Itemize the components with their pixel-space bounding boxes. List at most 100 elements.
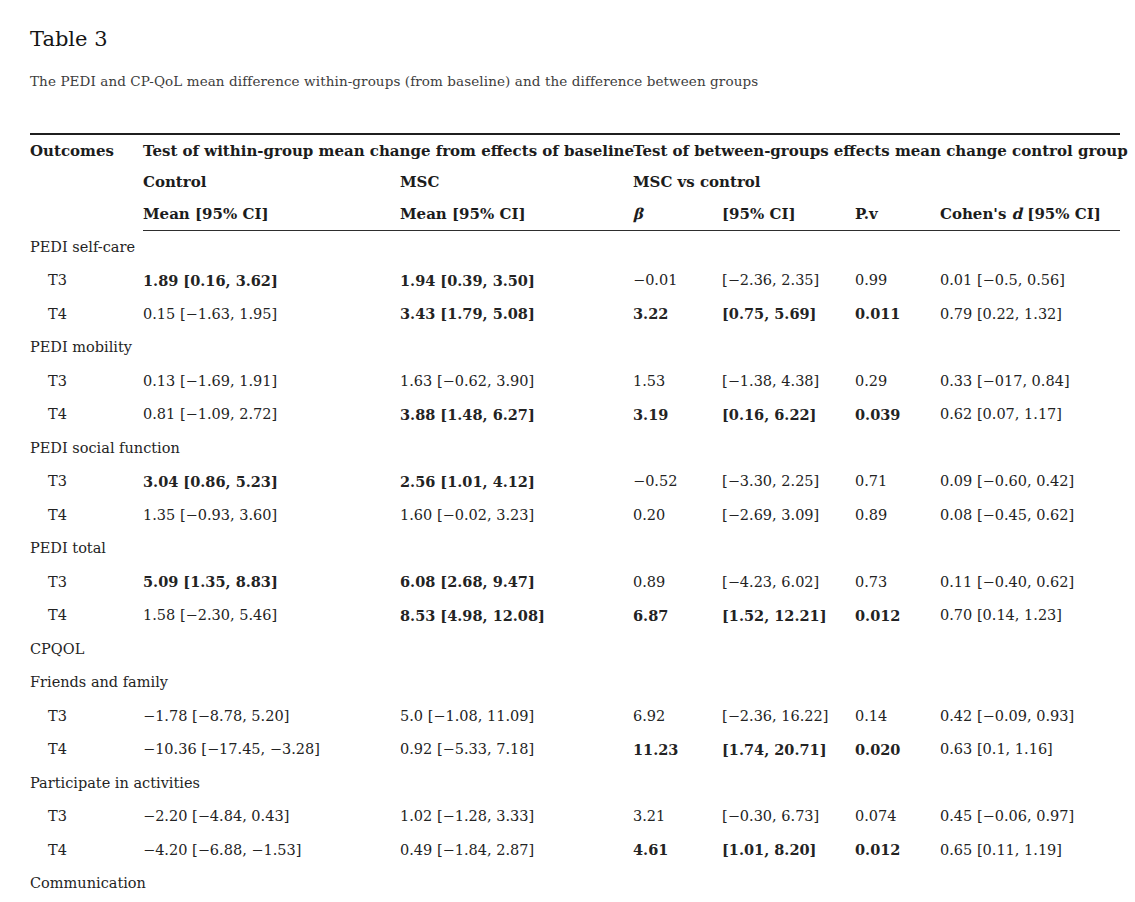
value-cell: 0.29 (855, 364, 940, 398)
value-cell: [1.74, 20.71] (722, 733, 855, 767)
value-cell: 0.012 (855, 599, 940, 633)
value-cell: 2.56 [1.01, 4.12] (400, 465, 633, 499)
value-cell: 3.88 [1.48, 6.27] (400, 398, 633, 432)
header-mean-control: Mean [95% CI] (143, 198, 400, 230)
value-cell: 0.074 (855, 800, 940, 834)
timepoint-label: T3 (30, 465, 143, 499)
value-cell: 1.53 (633, 364, 722, 398)
value-cell: 0.79 [0.22, 1.32] (940, 297, 1120, 331)
value-cell: 0.45 [−0.06, 0.97] (940, 800, 1120, 834)
timepoint-label: T3 (30, 364, 143, 398)
value-cell: 0.020 (855, 733, 940, 767)
header-msc: MSC (400, 166, 633, 198)
value-cell: 11.23 (633, 733, 722, 767)
value-cell: 0.73 (855, 565, 940, 599)
value-cell: 3.43 [1.79, 5.08] (400, 297, 633, 331)
table-row: T35.09 [1.35, 8.83]6.08 [2.68, 9.47]0.89… (30, 565, 1120, 599)
value-cell: 0.81 [−1.09, 2.72] (143, 398, 400, 432)
table-row: T4−10.36 [−17.45, −3.28]0.92 [−5.33, 7.1… (30, 733, 1120, 767)
value-cell: 4.61 (633, 833, 722, 867)
timepoint-label: T4 (30, 297, 143, 331)
group-label: PEDI social function (30, 431, 1120, 465)
timepoint-label: T3 (30, 800, 143, 834)
value-cell: [1.52, 12.21] (722, 599, 855, 633)
value-cell: [−0.30, 6.73] (722, 800, 855, 834)
value-cell: 8.53 [4.98, 12.08] (400, 599, 633, 633)
header-within-group: Test of within-group mean change from ef… (143, 134, 633, 166)
page-title: Table 3 (30, 27, 1120, 52)
header-control: Control (143, 166, 400, 198)
group-label: PEDI self-care (30, 230, 1120, 264)
table-caption: The PEDI and CP-QoL mean difference with… (30, 73, 1120, 89)
value-cell: 0.63 [0.1, 1.16] (940, 733, 1120, 767)
timepoint-label: T4 (30, 733, 143, 767)
header-row-spanners: Outcomes Test of within-group mean chang… (30, 134, 1120, 166)
value-cell: [−4.23, 6.02] (722, 565, 855, 599)
value-cell: 5.0 [−1.08, 11.09] (400, 699, 633, 733)
value-cell: −0.52 (633, 465, 722, 499)
value-cell: −1.78 [−8.78, 5.20] (143, 699, 400, 733)
value-cell: 3.22 (633, 297, 722, 331)
value-cell: 0.012 (855, 833, 940, 867)
value-cell: 0.71 (855, 465, 940, 499)
value-cell: 3.19 (633, 398, 722, 432)
value-cell: 1.63 [−0.62, 3.90] (400, 364, 633, 398)
value-cell: 0.11 [−0.40, 0.62] (940, 565, 1120, 599)
value-cell: 0.70 [0.14, 1.23] (940, 599, 1120, 633)
value-cell: 0.13 [−1.69, 1.91] (143, 364, 400, 398)
group-label: CPQOL (30, 632, 1120, 666)
value-cell: [−1.38, 4.38] (722, 364, 855, 398)
value-cell: 0.14 (855, 699, 940, 733)
cohens-d-symbol: d (1012, 205, 1023, 223)
page: Table 3 The PEDI and CP-QoL mean differe… (0, 0, 1135, 900)
value-cell: [0.75, 5.69] (722, 297, 855, 331)
value-cell: 0.89 (855, 498, 940, 532)
header-between-groups: Test of between-groups effects mean chan… (633, 134, 1120, 166)
value-cell: [−2.69, 3.09] (722, 498, 855, 532)
value-cell: 1.89 [0.16, 3.62] (143, 264, 400, 298)
header-beta: β (633, 198, 722, 230)
group-label: PEDI mobility (30, 331, 1120, 365)
table-row-group: Communication (30, 867, 1120, 901)
timepoint-label: T4 (30, 498, 143, 532)
value-cell: [−2.36, 2.35] (722, 264, 855, 298)
value-cell: 0.011 (855, 297, 940, 331)
value-cell: −4.20 [−6.88, −1.53] (143, 833, 400, 867)
table-body: PEDI self-care T3 1.89 [0.16, 3.62]1.94 [0… (30, 230, 1120, 900)
table-row: T41.58 [−2.30, 5.46]8.53 [4.98, 12.08]6.… (30, 599, 1120, 633)
table-row-group: Friends and family (30, 666, 1120, 700)
value-cell: 1.58 [−2.30, 5.46] (143, 599, 400, 633)
value-cell: 1.60 [−0.02, 3.23] (400, 498, 633, 532)
table-row: T40.81 [−1.09, 2.72]3.88 [1.48, 6.27]3.1… (30, 398, 1120, 432)
value-cell: 0.92 [−5.33, 7.18] (400, 733, 633, 767)
value-cell: −2.20 [−4.84, 0.43] (143, 800, 400, 834)
value-cell: 5.09 [1.35, 8.83] (143, 565, 400, 599)
value-cell: 0.49 [−1.84, 2.87] (400, 833, 633, 867)
header-row-groups: Control MSC MSC vs control (30, 166, 1120, 198)
table-row: T40.15 [−1.63, 1.95]3.43 [1.79, 5.08]3.2… (30, 297, 1120, 331)
cohens-suffix: [95% CI] (1027, 205, 1101, 223)
value-cell: [1.01, 8.20] (722, 833, 855, 867)
value-cell: 0.20 (633, 498, 722, 532)
header-pv: P.v (855, 198, 940, 230)
value-cell: [0.16, 6.22] (722, 398, 855, 432)
value-cell: 0.42 [−0.09, 0.93] (940, 699, 1120, 733)
value-cell: 0.09 [−0.60, 0.42] (940, 465, 1120, 499)
table-row: T4−4.20 [−6.88, −1.53]0.49 [−1.84, 2.87]… (30, 833, 1120, 867)
group-label: Participate in activities (30, 766, 1120, 800)
header-ci: [95% CI] (722, 198, 855, 230)
header-row-columns: Mean [95% CI] Mean [95% CI] β [95% CI] P… (30, 198, 1120, 230)
value-cell: 0.15 [−1.63, 1.95] (143, 297, 400, 331)
timepoint-label: T4 (30, 398, 143, 432)
value-cell: 1.94 [0.39, 3.50] (400, 264, 633, 298)
value-cell: 0.33 [−017, 0.84] (940, 364, 1120, 398)
timepoint-label: T3 (30, 699, 143, 733)
table-row-group: Participate in activities (30, 766, 1120, 800)
table-row-group: PEDI social function (30, 431, 1120, 465)
results-table: Outcomes Test of within-group mean chang… (30, 133, 1120, 900)
header-msc-vs-control: MSC vs control (633, 166, 1120, 198)
value-cell: 0.08 [−0.45, 0.62] (940, 498, 1120, 532)
value-cell: 6.08 [2.68, 9.47] (400, 565, 633, 599)
value-cell: 3.04 [0.86, 5.23] (143, 465, 400, 499)
timepoint-label: T3 (30, 565, 143, 599)
